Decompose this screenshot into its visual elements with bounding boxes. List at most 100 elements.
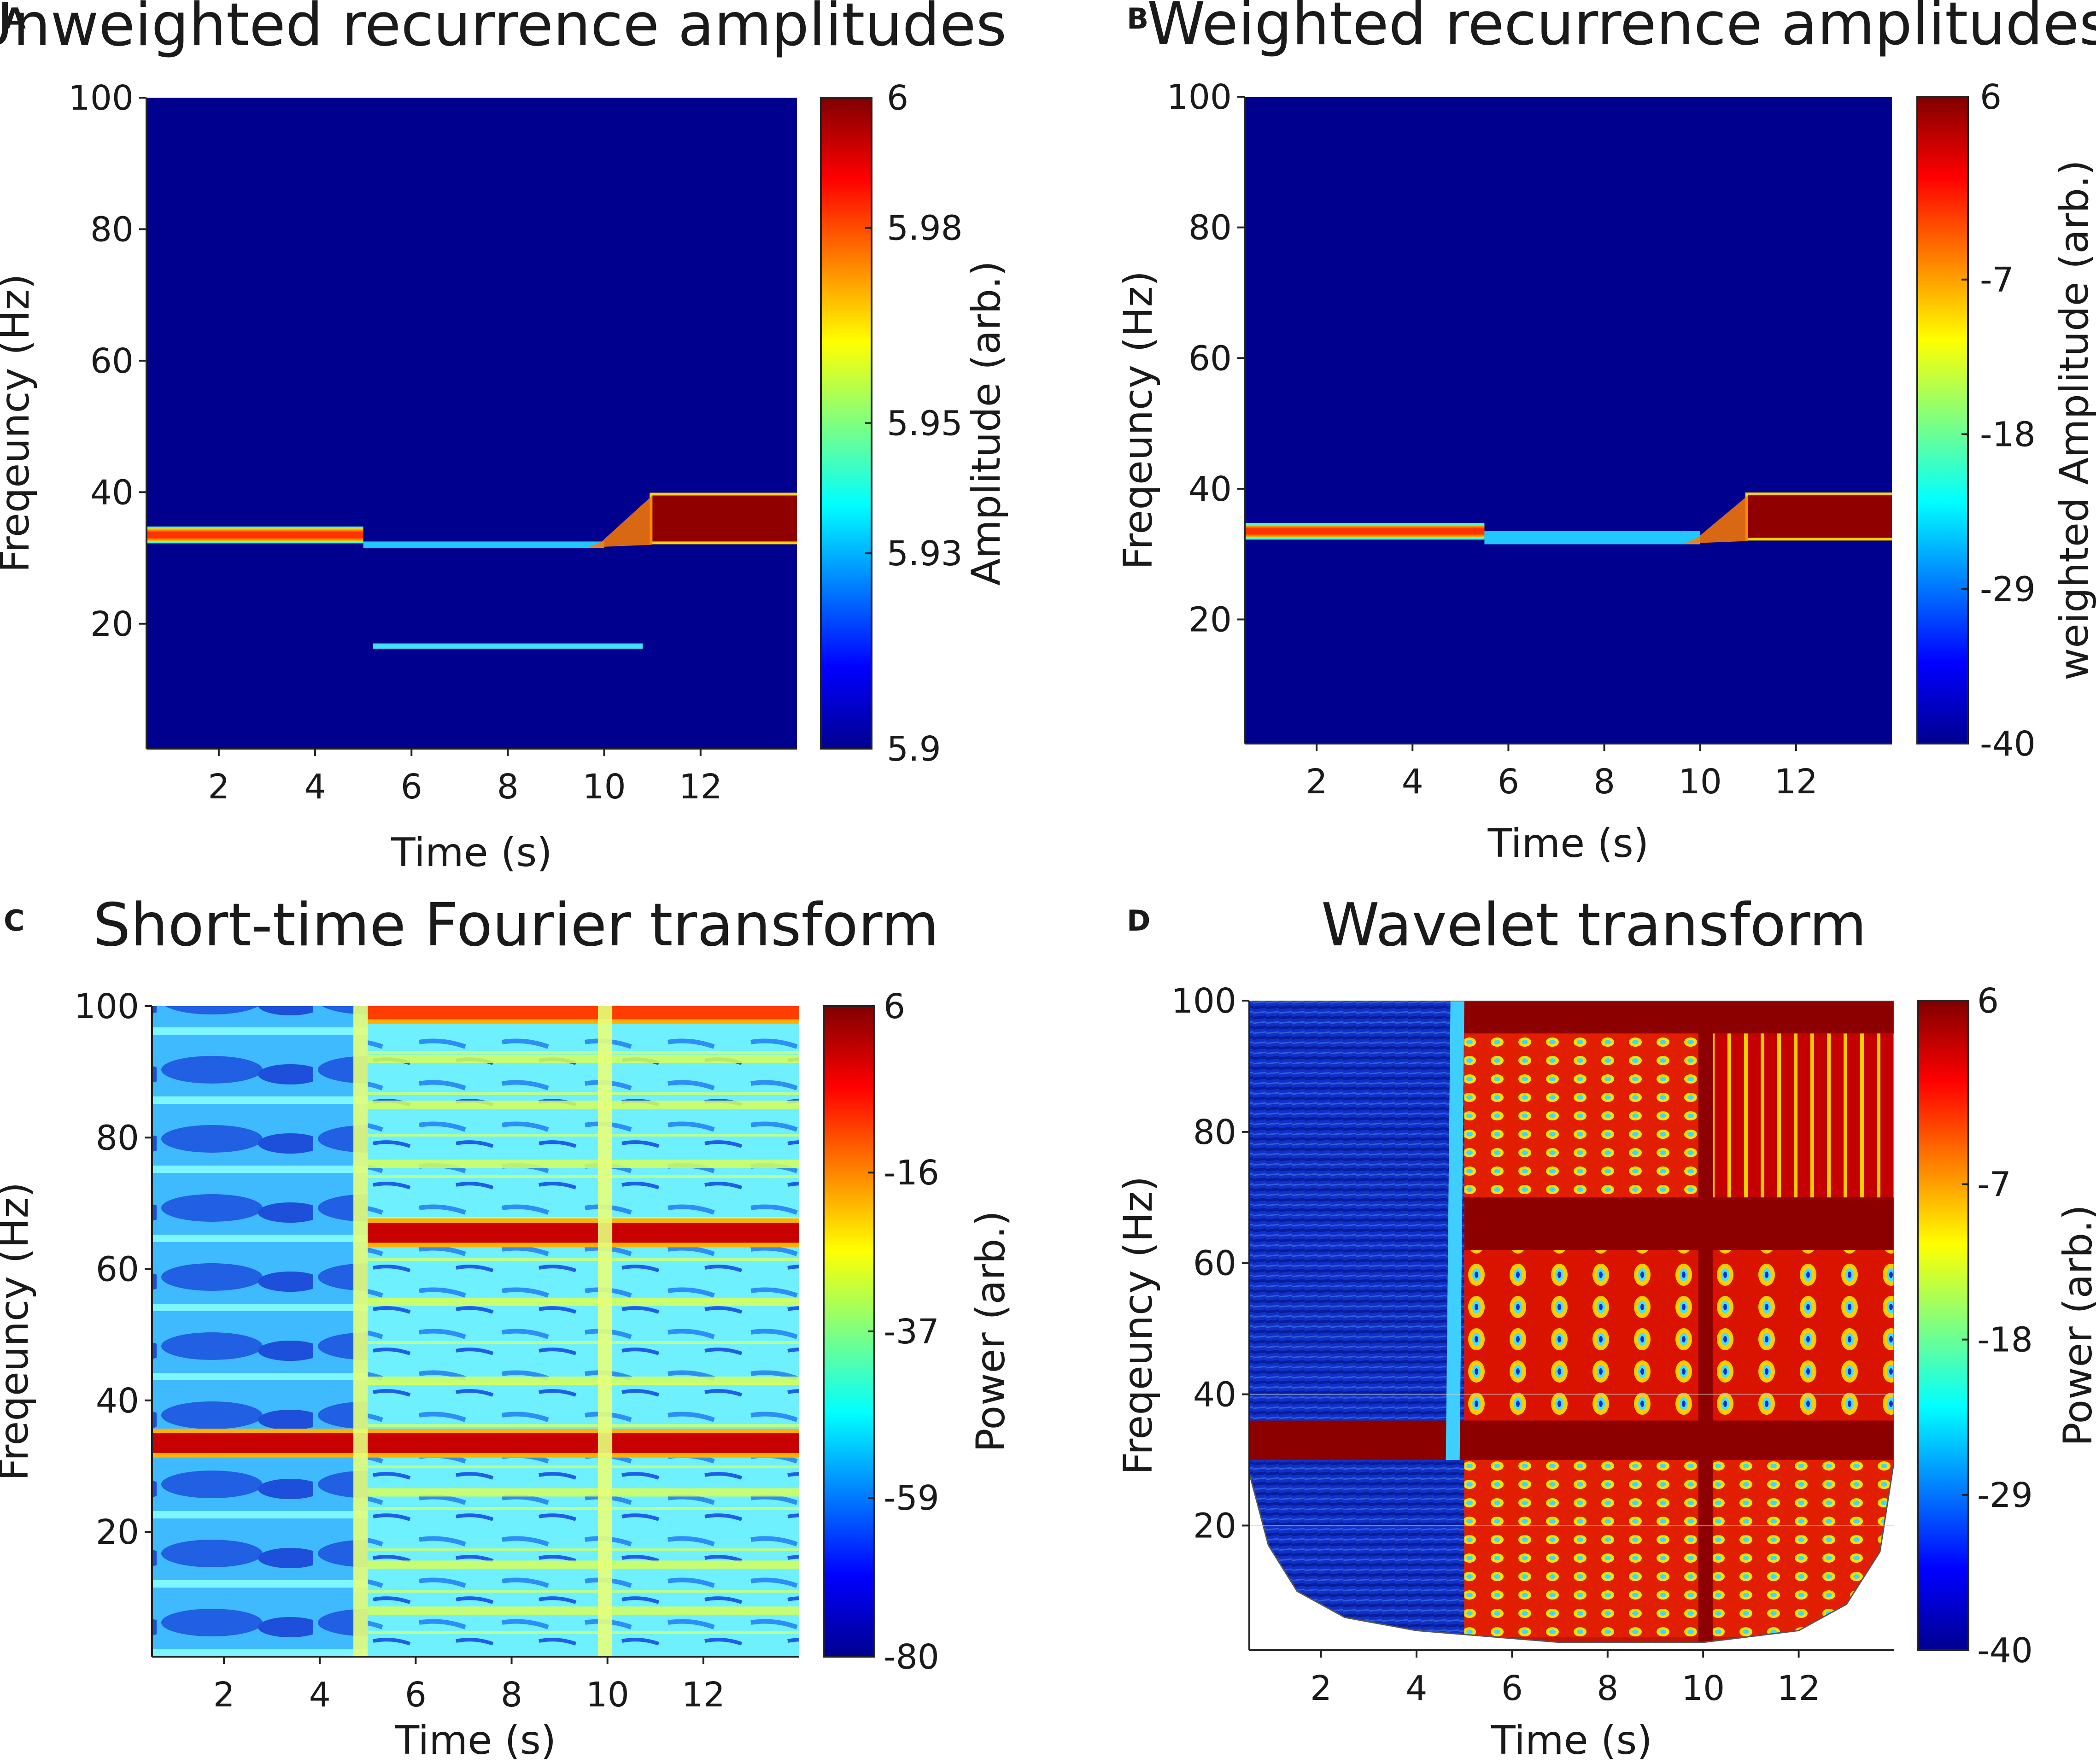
colorbar-tick-label: 5.93 — [887, 534, 963, 574]
x-tick-label: 12 — [682, 1675, 725, 1715]
colorbar — [1917, 1000, 1969, 1651]
colorbar-tick-label: -59 — [884, 1478, 939, 1518]
x-tick-label: 4 — [309, 1675, 331, 1715]
onset-edge — [1446, 1001, 1464, 1460]
x-tick-label: 6 — [1501, 1669, 1523, 1708]
heatmap-image — [152, 1006, 799, 1657]
y-tick-label: 100 — [74, 987, 139, 1026]
x-tick-label: 12 — [1774, 762, 1818, 802]
band-0 — [146, 528, 363, 542]
x-tick-label: 8 — [1597, 1669, 1618, 1708]
x-axis-label: Time (s) — [1487, 820, 1649, 867]
x-tick-label: 4 — [1405, 1669, 1427, 1708]
colorbar-tick-label: 6 — [1980, 77, 2002, 117]
colorbar-tick-label: -7 — [1980, 260, 2014, 300]
onset-line-4 — [597, 1006, 613, 1657]
harmonic-band-3 — [368, 1297, 799, 1306]
x-tick-label: 10 — [583, 767, 626, 807]
y-tick-label: 80 — [1193, 1113, 1236, 1152]
heatmap-background — [1245, 97, 1892, 744]
x-axis-label: Time (s) — [1491, 1717, 1652, 1764]
cone-of-influence — [1249, 1001, 1894, 1642]
colorbar — [820, 97, 872, 750]
y-tick-label: 100 — [69, 78, 134, 118]
x-axis-label: Time (s) — [391, 830, 552, 876]
panel-title: Unweighted recurrence amplitudes — [0, 0, 1007, 59]
colorbar-tick-label: -40 — [1977, 1631, 2033, 1670]
y-axis-label: Freqeuncy (Hz) — [0, 274, 38, 573]
band-0 — [1249, 1420, 1894, 1460]
band-1 — [363, 541, 604, 548]
x-tick-label: 6 — [401, 767, 422, 807]
stripe-region-upper — [1712, 1033, 1894, 1198]
colorbar-tick-label: 5.9 — [887, 729, 941, 769]
y-tick-label: 60 — [90, 341, 134, 381]
y-tick-label: 80 — [96, 1118, 139, 1158]
y-tick-label: 80 — [90, 210, 134, 249]
y-tick-label: 60 — [1189, 339, 1232, 378]
colorbar-tick-label: -37 — [884, 1312, 939, 1352]
x-tick-label: 6 — [1498, 762, 1519, 802]
dotted-region-mid — [1464, 1250, 1894, 1421]
y-tick-label: 40 — [1193, 1375, 1236, 1415]
y-tick-label: 20 — [96, 1512, 139, 1552]
colorbar-tick-label: 6 — [884, 987, 905, 1026]
panel-letter: D — [1127, 904, 1150, 938]
x-tick-label: 10 — [586, 1675, 629, 1715]
heatmap-image — [1249, 1001, 1894, 1650]
band-3 — [373, 643, 643, 649]
colorbar-label: Power (arb.) — [2055, 1205, 2096, 1446]
heatmap-background — [146, 98, 797, 749]
x-tick-label: 2 — [208, 767, 229, 807]
y-tick-label: 100 — [1167, 77, 1232, 117]
panel-d: D Wavelet transform 20 40 60 80 100 2 4 6 8 10 12 Tim… — [1115, 891, 2096, 1764]
y-axis-label: Freqeuncy (Hz) — [1115, 1176, 1161, 1475]
x-tick-label: 10 — [1679, 762, 1722, 802]
x-tick-label: 12 — [1777, 1669, 1821, 1708]
y-tick-label: 20 — [90, 604, 134, 644]
x-tick-label: 2 — [213, 1675, 235, 1715]
y-tick-label: 40 — [96, 1381, 139, 1421]
transition-ramp — [1683, 495, 1748, 544]
colorbar-tick-label: -29 — [1980, 569, 2036, 609]
colorbar-label: Power (arb.) — [968, 1211, 1014, 1452]
panel-title: Weighted recurrence amplitudes — [1147, 0, 2096, 59]
cone-outline — [1249, 1001, 1894, 1643]
band-2 — [1748, 495, 1892, 538]
harmonic-band-6 — [368, 1560, 799, 1569]
y-axis-label: Freqeuncy (Hz) — [0, 1182, 37, 1481]
colorbar-tick-label: -29 — [1977, 1476, 2033, 1515]
x-tick-label: 4 — [1402, 762, 1423, 802]
band-3 — [1698, 1001, 1713, 1642]
band-2 — [1464, 1001, 1894, 1034]
x-tick-label: 6 — [405, 1675, 427, 1715]
harmonic-band-7 — [368, 1606, 799, 1615]
dotted-region-lower — [1464, 1459, 1894, 1637]
colorbar-tick-label: -16 — [884, 1153, 939, 1193]
x-tick-label: 8 — [1593, 762, 1615, 802]
y-tick-label: 20 — [1193, 1506, 1236, 1546]
harmonic-band-5 — [368, 1488, 799, 1497]
post-onset-region — [368, 1006, 799, 1657]
transition-ramp — [588, 495, 653, 548]
y-tick-label: 60 — [96, 1250, 139, 1289]
y-axis-label: Freqeuncy (Hz) — [1115, 271, 1161, 570]
colorbar — [1916, 96, 1969, 744]
colorbar-tick-label: -18 — [1980, 415, 2036, 455]
y-tick-label: 60 — [1193, 1244, 1236, 1283]
harmonic-band-1 — [368, 1100, 799, 1109]
pre-onset-region — [1249, 1001, 1464, 1642]
band-0 — [1245, 524, 1485, 538]
colorbar-tick-label: -80 — [884, 1637, 939, 1677]
y-tick-label: 40 — [1189, 469, 1232, 509]
x-tick-label: 12 — [679, 767, 722, 807]
x-axis-label: Time (s) — [395, 1717, 556, 1764]
heatmap-image — [146, 98, 797, 749]
band-1 — [368, 1223, 799, 1243]
x-tick-label: 2 — [1306, 762, 1328, 802]
x-tick-label: 10 — [1681, 1669, 1725, 1708]
colorbar — [823, 1005, 875, 1658]
harmonic-band-0 — [368, 1055, 799, 1063]
colorbar-tick-label: 5.98 — [887, 209, 963, 248]
